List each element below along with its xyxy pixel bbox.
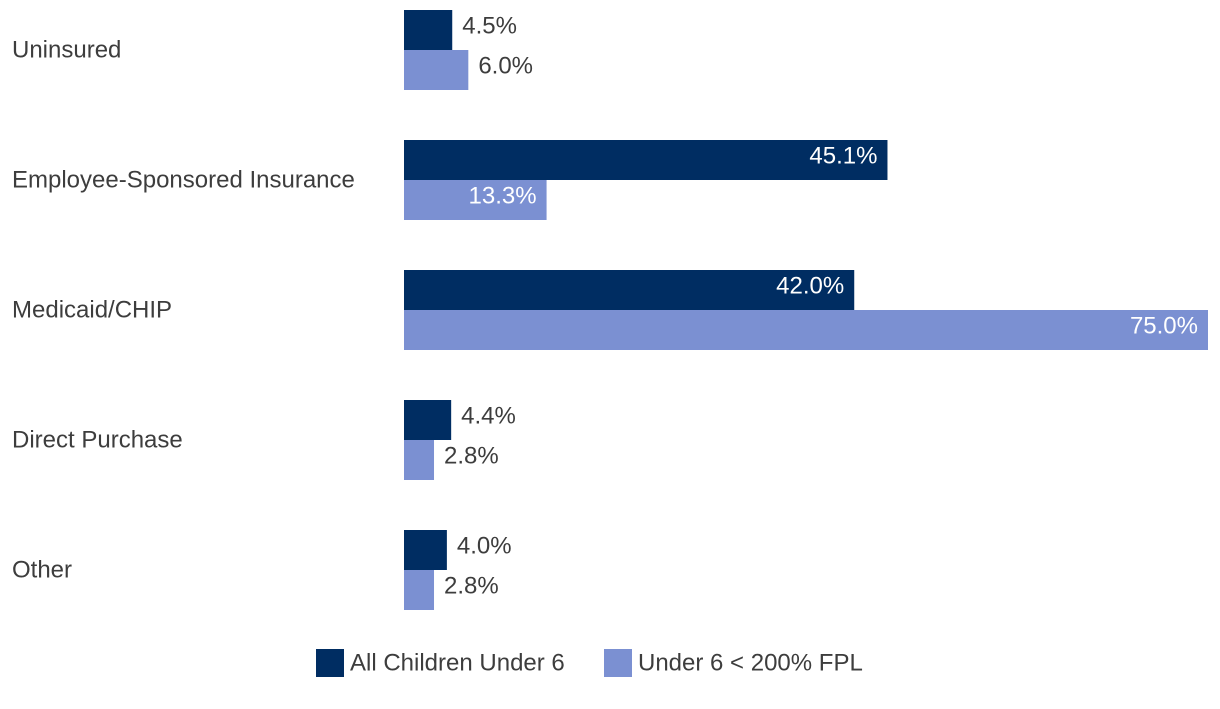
bar [404,440,435,480]
category-label: Medicaid/CHIP [12,297,172,324]
category-group: Employee-Sponsored Insurance 45.1% 13.3% [12,140,888,220]
data-label: 4.4% [461,403,516,430]
data-label: 4.0% [457,533,512,560]
bar [404,180,547,220]
legend: All Children Under 6 Under 6 < 200% FPL [316,649,863,677]
data-label: 4.5% [462,13,517,40]
category-group: Medicaid/CHIP 42.0% 75.0% [12,270,1208,350]
category-label: Other [12,557,72,584]
data-label: 6.0% [478,53,533,80]
bar [404,50,469,90]
data-label: 2.8% [444,573,499,600]
bar [404,530,447,570]
category-label: Direct Purchase [12,427,183,454]
data-label: 13.3% [469,183,537,210]
bar [404,570,435,610]
bar [404,140,888,180]
bar [404,400,452,440]
data-label: 75.0% [1130,313,1198,340]
data-label: 42.0% [776,273,844,300]
category-label: Uninsured [12,37,121,64]
legend-swatch [604,649,632,677]
data-label: 45.1% [809,143,877,170]
category-group: Other 4.0% 2.8% [12,530,512,610]
bar [404,270,855,310]
category-group: Uninsured 4.5% 6.0% [12,10,533,90]
legend-label: Under 6 < 200% FPL [638,650,863,677]
data-label: 2.8% [444,443,499,470]
category-label: Employee-Sponsored Insurance [12,167,355,194]
legend-label: All Children Under 6 [350,650,565,677]
bar [404,310,1208,350]
legend-swatch [316,649,344,677]
bar [404,10,453,50]
category-group: Direct Purchase 4.4% 2.8% [12,400,516,480]
